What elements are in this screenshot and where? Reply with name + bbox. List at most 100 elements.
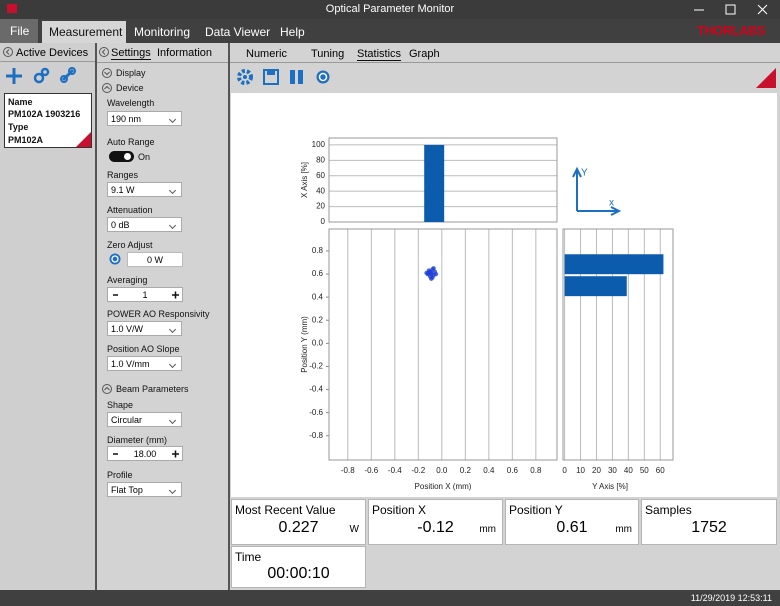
scatter-point: [431, 266, 435, 270]
y-axis-label: X Axis [%]: [300, 162, 309, 198]
field-label: Ranges: [107, 170, 138, 180]
field-label: Wavelength: [107, 98, 154, 108]
field-label: Diameter (mm): [107, 435, 167, 445]
collapse-icon[interactable]: [99, 47, 109, 57]
window-controls[interactable]: [690, 3, 775, 17]
app-icon: [7, 4, 17, 13]
axis-icon-label: x: [609, 198, 614, 209]
dropdown[interactable]: 0 dB: [107, 217, 182, 232]
divider: [230, 62, 780, 63]
readout-label: Samples: [645, 503, 692, 517]
x-tick-label: 0.2: [460, 466, 472, 475]
stepper-buttons[interactable]: [110, 290, 182, 300]
field-label: Shape: [107, 400, 133, 410]
axis-icon-label: Y: [581, 168, 588, 179]
device-toolbar[interactable]: [4, 66, 84, 86]
histogram-bar: [565, 276, 627, 296]
x-tick-label: -0.6: [364, 466, 378, 475]
section-icon[interactable]: [102, 384, 112, 394]
section-title[interactable]: Device: [116, 83, 144, 93]
device-label: Type: [8, 122, 28, 132]
readout-unit: mm: [479, 524, 496, 535]
dropdown[interactable]: 9.1 W: [107, 182, 182, 197]
divider: [228, 43, 230, 590]
scatter-point: [424, 271, 428, 275]
x-tick-label: 0.6: [507, 466, 519, 475]
logo: THORLABS: [697, 23, 765, 38]
readout-value: 0.227: [232, 519, 365, 537]
dropdown[interactable]: Circular: [107, 412, 182, 427]
readout: Position Y 0.61 mm: [505, 499, 639, 545]
section-title[interactable]: Beam Parameters: [116, 384, 189, 394]
readout-value: 00:00:10: [232, 565, 365, 583]
readout-label: Time: [235, 550, 261, 564]
menu-item[interactable]: Monitoring: [134, 25, 190, 39]
readout: Position X -0.12 mm: [368, 499, 503, 545]
zero-value: 0 W: [127, 252, 183, 267]
x-tick-label: 0: [562, 466, 567, 475]
readout-label: Position X: [372, 503, 426, 517]
x-tick-label: -0.8: [341, 466, 355, 475]
scatter-point: [434, 272, 438, 276]
settings-tab[interactable]: Settings: [111, 47, 151, 60]
device-corner: [76, 132, 91, 147]
menu-item[interactable]: Help: [280, 25, 305, 39]
toggle[interactable]: [109, 151, 134, 162]
histogram-bar: [565, 254, 664, 274]
zero-button[interactable]: [109, 253, 121, 265]
field-label: Attenuation: [107, 205, 153, 215]
stepper-buttons[interactable]: [110, 449, 182, 459]
y-tick-label: -0.4: [309, 385, 323, 394]
field-label: Averaging: [107, 275, 147, 285]
histogram-bar: [424, 145, 444, 222]
divider: [97, 62, 228, 63]
field-label: Position AO Slope: [107, 344, 180, 354]
corner-mark: [756, 68, 776, 88]
section-title[interactable]: Display: [116, 68, 146, 78]
device-type: PM102A: [8, 135, 43, 145]
x-tick-label: 30: [608, 466, 617, 475]
readout: Samples 1752: [641, 499, 777, 545]
dropdown[interactable]: 1.0 V/mm: [107, 356, 182, 371]
x-tick-label: 0.8: [530, 466, 542, 475]
field-label: POWER AO Responsivity: [107, 309, 210, 319]
x-tick-label: 0.0: [436, 466, 448, 475]
y-tick-label: 100: [312, 140, 326, 149]
x-tick-label: 40: [624, 466, 633, 475]
y-tick-label: 40: [316, 186, 325, 195]
dropdown[interactable]: 1.0 V/W: [107, 321, 182, 336]
y-tick-label: -0.8: [309, 431, 323, 440]
menu-item[interactable]: File: [10, 24, 29, 38]
y-tick-label: 0.2: [312, 315, 324, 324]
settings-tab[interactable]: Information: [157, 47, 212, 59]
device-label: Name: [8, 97, 33, 107]
x-tick-label: 10: [576, 466, 585, 475]
view-tab[interactable]: Graph: [409, 48, 440, 60]
view-tab[interactable]: Statistics: [357, 48, 401, 61]
view-tab[interactable]: Tuning: [311, 48, 344, 60]
x-tick-label: 60: [656, 466, 665, 475]
view-tab[interactable]: Numeric: [246, 48, 287, 60]
panel-title: Active Devices: [16, 47, 88, 59]
window-title: Optical Parameter Monitor: [0, 3, 780, 15]
menu-item[interactable]: Data Viewer: [205, 25, 270, 39]
x-tick-label: 0.4: [483, 466, 495, 475]
toggle-state: On: [138, 152, 150, 162]
dropdown[interactable]: Flat Top: [107, 482, 182, 497]
field-label: Zero Adjust: [107, 240, 153, 250]
menu-item[interactable]: Measurement: [49, 25, 122, 39]
section-icons[interactable]: [102, 68, 112, 98]
y-tick-label: 0.4: [312, 292, 324, 301]
readout-unit: W: [350, 524, 359, 535]
y-tick-label: 0.8: [312, 246, 324, 255]
y-tick-label: -0.2: [309, 362, 323, 371]
y-axis-label: Position Y (mm): [300, 316, 309, 373]
dropdown[interactable]: 190 nm: [107, 111, 182, 126]
toolbar[interactable]: [236, 68, 336, 86]
x-tick-label: 20: [592, 466, 601, 475]
x-axis-label: Position X (mm): [415, 482, 472, 491]
collapse-icon[interactable]: [3, 47, 13, 57]
field-label: Auto Range: [107, 137, 155, 147]
y-tick-label: 0.0: [312, 338, 324, 347]
